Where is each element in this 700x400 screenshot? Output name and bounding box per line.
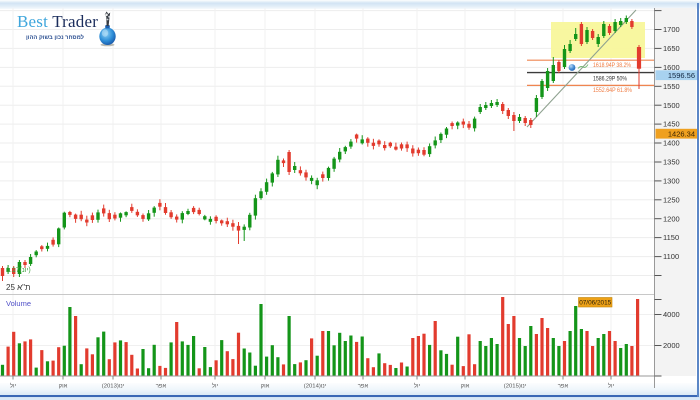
svg-text:אוק: אוק (461, 384, 470, 390)
svg-text:1.17(יונ): 1.17(יונ) (6, 267, 31, 274)
svg-text:אפר: אפר (358, 384, 369, 390)
svg-text:1200: 1200 (663, 214, 680, 223)
svg-text:(2014)ינו: (2014)ינו (304, 384, 327, 390)
svg-text:1400: 1400 (663, 139, 680, 148)
svg-text:אפר: אפר (156, 384, 167, 390)
svg-text:1350: 1350 (663, 158, 680, 167)
svg-text:1300: 1300 (663, 177, 680, 186)
svg-text:25 ת"א: 25 ת"א (6, 283, 31, 292)
svg-text:אוק: אוק (261, 384, 270, 390)
svg-text:אוק: אוק (59, 384, 68, 390)
svg-text:1250: 1250 (663, 195, 680, 204)
svg-text:4000: 4000 (663, 310, 680, 319)
svg-text:יול: יול (414, 382, 421, 390)
svg-text:1500: 1500 (663, 101, 680, 110)
svg-text:1426.34: 1426.34 (668, 129, 695, 138)
svg-text:(2013)ינו: (2013)ינו (102, 384, 125, 390)
svg-text:1650: 1650 (663, 44, 680, 53)
svg-text:1150: 1150 (663, 233, 679, 242)
svg-text:1700: 1700 (663, 25, 680, 34)
svg-text:1550: 1550 (663, 82, 680, 91)
svg-text:יול: יול (10, 382, 17, 390)
svg-text:(2015)ינו: (2015)ינו (504, 384, 527, 390)
svg-text:07/06/2015: 07/06/2015 (579, 300, 611, 307)
svg-text:1586.29P 50%: 1586.29P 50% (593, 76, 627, 83)
svg-text:2000: 2000 (663, 341, 680, 350)
svg-text:1552.64P 61.8%: 1552.64P 61.8% (593, 87, 632, 94)
svg-text:יול: יול (608, 382, 615, 390)
svg-text:1596.56: 1596.56 (668, 71, 695, 80)
svg-text:Volume: Volume (6, 299, 31, 308)
svg-text:1618.94P 38.2%: 1618.94P 38.2% (593, 62, 631, 69)
svg-text:אפר: אפר (558, 384, 569, 390)
svg-text:1100: 1100 (663, 252, 679, 261)
svg-text:1450: 1450 (663, 120, 680, 129)
svg-text:1600: 1600 (663, 63, 680, 72)
svg-text:יול: יול (212, 382, 219, 390)
